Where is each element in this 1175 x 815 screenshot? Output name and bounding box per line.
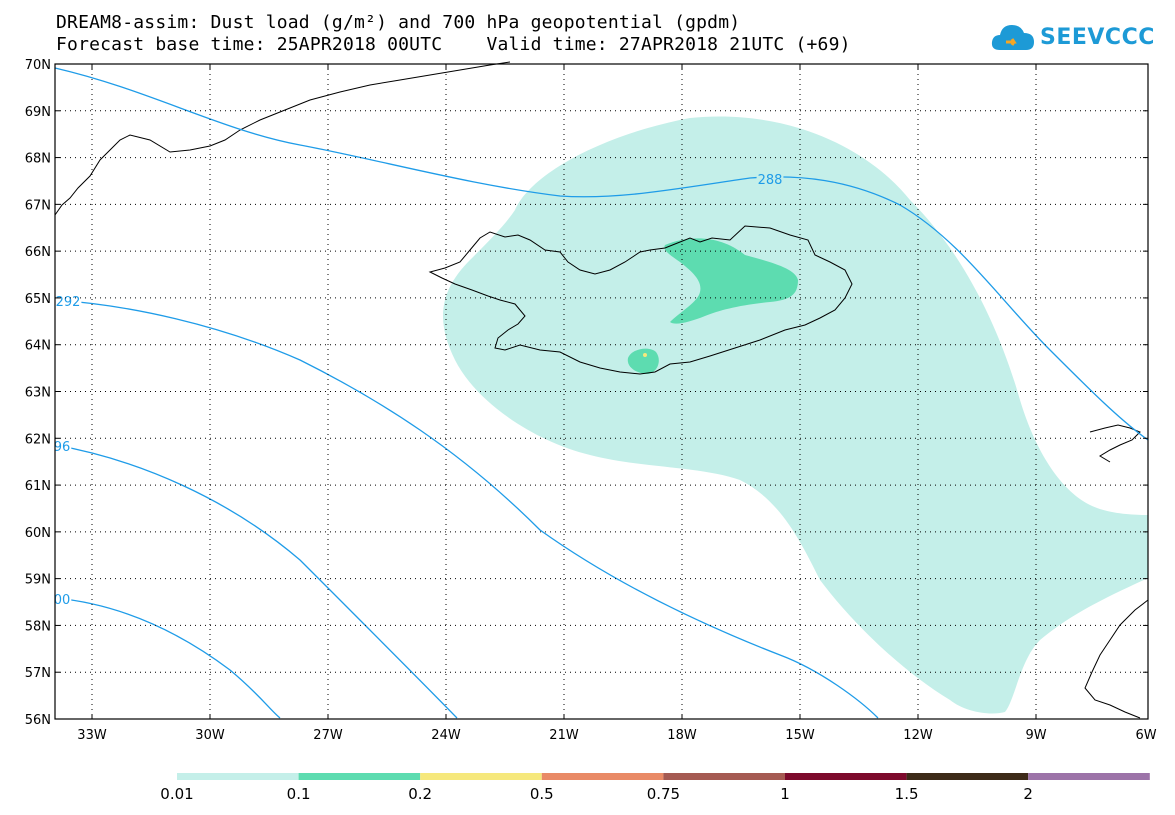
lat-label: 59N (25, 573, 51, 588)
latitude-labels: 70N 69N 68N 67N 66N 65N 64N 63N 62N 61N 60N 59N 58N 5… (25, 58, 1148, 728)
dust-spot-yellow (643, 353, 647, 357)
scotland-coastline (1084, 599, 1149, 719)
lat-label: 63N (25, 386, 51, 401)
contour-label-bg (54, 295, 82, 310)
seevccc-logo: SEEVCCC (990, 18, 1155, 56)
lon-label: 27W (313, 728, 343, 743)
dust-area-medium-south (627, 348, 659, 374)
legend-swatch (785, 773, 907, 780)
lon-label: 33W (77, 728, 107, 743)
contour-300 (54, 597, 281, 719)
greenland-coastline (54, 61, 511, 216)
legend-label: 0.75 (646, 785, 681, 803)
legend-label: 0.2 (408, 785, 433, 803)
legend-label: 0.1 (286, 785, 311, 803)
contour-288 (54, 67, 1149, 441)
legend-label: 1 (780, 785, 790, 803)
cloud-icon (991, 25, 1034, 50)
lat-label: 58N (25, 619, 51, 634)
lat-label: 66N (25, 245, 51, 260)
contour-label-bg (52, 593, 72, 608)
lon-label: 24W (431, 728, 461, 743)
lat-label: 70N (25, 58, 51, 73)
legend-swatch (906, 773, 1029, 780)
geopotential-contours (54, 67, 1149, 719)
graticule (55, 64, 1148, 719)
legend-label: 2 (1023, 785, 1033, 803)
contour-292 (54, 299, 879, 719)
legend-colorbar (177, 773, 1150, 780)
contour-labels: 288 292 96 00 (52, 173, 784, 608)
iceland-coastline (428, 225, 853, 375)
dust-area-light (443, 116, 1148, 714)
logo-text: SEEVCCC (1040, 24, 1155, 50)
lon-label: 12W (903, 728, 933, 743)
lon-label: 15W (785, 728, 815, 743)
contour-label-bg (756, 173, 784, 188)
legend-swatch (1028, 773, 1150, 780)
lat-label: 68N (25, 152, 51, 167)
legend-swatch (177, 773, 299, 780)
dust-area-medium (664, 238, 798, 324)
legend-label: 0.5 (529, 785, 554, 803)
lat-label: 60N (25, 526, 51, 541)
lat-label: 65N (25, 292, 51, 307)
legend-swatch (420, 773, 542, 780)
lon-label: 18W (667, 728, 697, 743)
lat-label: 69N (25, 105, 51, 120)
legend-swatch (541, 773, 664, 780)
legend-swatch (663, 773, 785, 780)
lon-label: 6W (1135, 728, 1156, 743)
map-title-line2: Forecast base time: 25APR2018 00UTC Vali… (56, 34, 851, 55)
lat-label: 64N (25, 339, 51, 354)
lat-label: 57N (25, 666, 51, 681)
lon-label: 21W (549, 728, 579, 743)
faroe-coastline (1089, 424, 1141, 463)
lon-label: 9W (1025, 728, 1046, 743)
lat-label: 61N (25, 479, 51, 494)
legend-label: 0.01 (160, 785, 194, 803)
contour-label: 292 (56, 295, 81, 310)
contour-296 (54, 444, 458, 719)
lat-label: 62N (25, 432, 51, 447)
contour-label: 00 (54, 593, 71, 608)
contour-label: 96 (54, 440, 71, 455)
longitude-labels: 33W 30W 27W 24W 21W 18W 15W 12W 9W 6W (77, 64, 1157, 743)
contour-label: 288 (758, 173, 783, 188)
legend-label: 1.5 (894, 785, 919, 803)
contour-label-bg (52, 440, 72, 455)
lat-label: 56N (25, 713, 51, 728)
lon-label: 30W (195, 728, 225, 743)
coastlines (54, 61, 1149, 719)
map-title-line1: DREAM8-assim: Dust load (g/m²) and 700 h… (56, 12, 741, 33)
lat-label: 67N (25, 198, 51, 213)
legend-swatch (298, 773, 421, 780)
